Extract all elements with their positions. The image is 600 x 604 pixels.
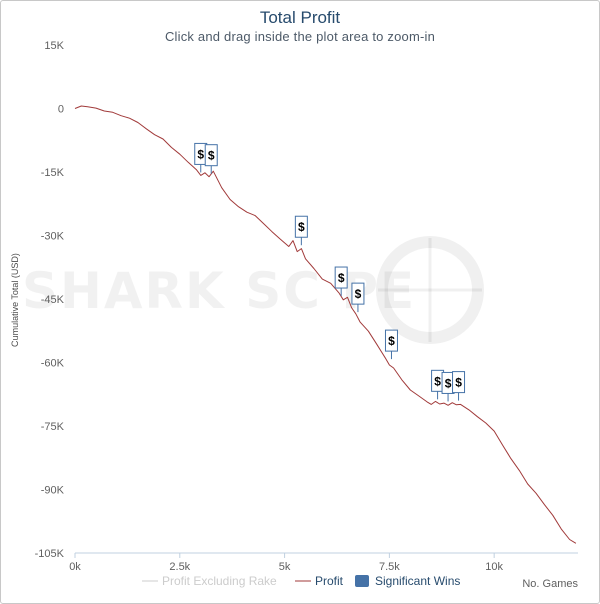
legend-label-significant-wins: Significant Wins [375,574,460,588]
significant-win-label: $ [298,220,305,234]
chart-subtitle: Click and drag inside the plot area to z… [164,29,436,44]
chart-title: Total Profit [259,8,341,27]
series-layer [74,105,577,544]
scope-crosshair-icon [376,236,484,344]
legend-swatch-significant-wins [355,575,369,587]
watermark-text: SHARK SC PE [22,262,416,320]
legend-item-profit[interactable]: Profit [295,574,344,588]
significant-win-flag[interactable]: $ [384,329,398,360]
significant-win-label: $ [355,287,362,301]
legend: Profit Excluding Rake Profit Significant… [142,574,460,588]
y-tick-label: -90K [41,485,65,497]
significant-win-flag[interactable]: $ [441,371,455,402]
significant-win-label: $ [445,376,452,390]
significant-win-label: $ [338,271,345,285]
legend-item-profit-excluding-rake[interactable]: Profit Excluding Rake [142,574,277,588]
legend-label-profit: Profit [315,574,344,588]
significant-wins-flags: $ $$$$$$ $ $ [194,142,466,402]
significant-win-label: $ [197,147,204,161]
y-tick-label: -15K [41,167,65,179]
y-tick-label: 0 [58,104,64,116]
legend-item-significant-wins[interactable]: Significant Wins [355,574,460,588]
significant-win-flag[interactable]: $ [294,215,308,246]
x-tick-label: 10k [485,561,503,573]
significant-win-label: $ [434,374,441,388]
legend-label-profit-excluding-rake: Profit Excluding Rake [162,574,277,588]
significant-win-flag[interactable]: $ [351,282,365,313]
x-tick-label: 2.5k [169,561,190,573]
x-tick-label: 7.5k [379,561,400,573]
x-axis-label: No. Games [522,578,578,590]
y-tick-label: -30K [41,231,65,243]
y-tick-label: -75K [41,421,65,433]
watermark: SHARK SC PE [22,236,484,344]
x-tick-label: 0k [69,561,81,573]
significant-win-label: $ [455,376,462,390]
significant-win-flag[interactable]: $ [334,266,348,297]
significant-win-label: $ [388,334,395,348]
series-line-profit[interactable] [74,105,577,544]
y-tick-label: -60K [41,358,65,370]
y-axis-label: Cumulative Total (USD) [10,253,20,347]
x-tick-label: 5k [279,561,291,573]
significant-win-flag[interactable]: $ [204,144,218,174]
y-tick-label: -45K [41,294,65,306]
significant-win-flag[interactable]: $ [452,371,466,401]
y-tick-label: 15K [44,40,64,52]
axes: 15K 0 -15K -30K -45K -60K -75K -90K -105K 0k 2.5k 5… [35,40,578,573]
significant-win-label: $ [208,149,215,163]
y-tick-label: -105K [35,548,65,560]
